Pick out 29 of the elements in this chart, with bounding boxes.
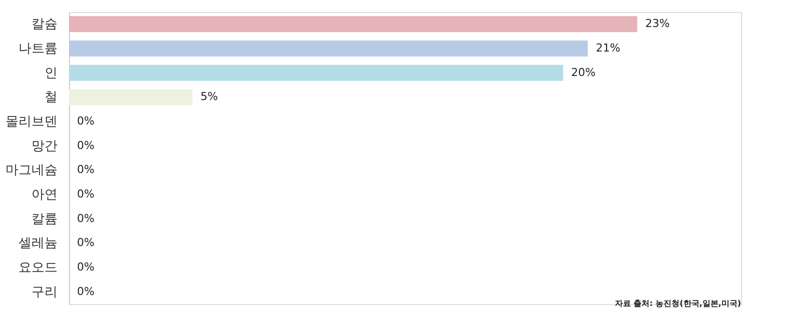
data-label: 23% — [645, 17, 670, 30]
y-tick-label: 인 — [44, 66, 58, 81]
data-label: 0% — [77, 188, 94, 200]
data-label: 0% — [77, 163, 94, 176]
data-label: 0% — [77, 114, 94, 128]
bar — [69, 64, 564, 81]
bar — [69, 40, 588, 56]
y-tick-label: 아연 — [32, 188, 58, 202]
y-tick-label: 칼륨 — [32, 212, 58, 227]
bar — [69, 89, 193, 106]
y-tick-label: 철 — [44, 90, 58, 106]
data-label: 21% — [596, 42, 620, 54]
data-label: 5% — [200, 90, 218, 104]
y-tick-label: 나트륨 — [18, 42, 58, 56]
y-tick-label: 몰리브덴 — [6, 114, 58, 130]
y-tick-label: 망간 — [32, 138, 58, 154]
y-tick-label: 셀레늄 — [18, 236, 58, 252]
data-label: 0% — [77, 284, 94, 298]
annotation: 자료 출처: 농진청(한국,일본,미국) — [614, 299, 741, 308]
data-label: 0% — [77, 260, 94, 274]
bar — [69, 16, 638, 32]
y-tick-label: 구리 — [32, 284, 58, 300]
data-label: 20% — [571, 66, 596, 79]
data-label: 0% — [77, 236, 94, 250]
data-label: 0% — [77, 138, 94, 152]
data-label: 0% — [77, 212, 94, 225]
y-tick-label: 마그네슘 — [6, 163, 58, 178]
y-tick-label: 요오드 — [18, 260, 58, 276]
y-tick-label: 칼슘 — [32, 17, 58, 32]
